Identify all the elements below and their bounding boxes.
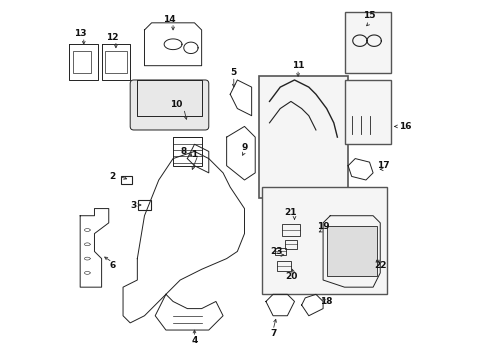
Bar — [262, 187, 386, 294]
Bar — [344, 12, 390, 73]
Bar — [326, 226, 376, 276]
Text: 4: 4 — [191, 336, 197, 345]
Text: 10: 10 — [170, 100, 183, 109]
Text: 12: 12 — [106, 33, 118, 42]
Bar — [344, 80, 390, 144]
Text: 22: 22 — [373, 261, 386, 270]
Text: 16: 16 — [398, 122, 411, 131]
FancyBboxPatch shape — [130, 80, 208, 130]
Text: 7: 7 — [269, 329, 276, 338]
Bar — [282, 224, 299, 236]
Bar — [173, 137, 201, 166]
Bar — [276, 261, 290, 271]
Bar — [73, 51, 91, 73]
Text: 13: 13 — [74, 29, 86, 38]
Text: 2: 2 — [109, 172, 115, 181]
Bar — [105, 51, 126, 73]
Text: 1: 1 — [191, 150, 197, 159]
Bar — [284, 240, 297, 249]
Text: 14: 14 — [163, 15, 176, 24]
Text: 8: 8 — [180, 147, 186, 156]
Text: 6: 6 — [109, 261, 115, 270]
Bar — [274, 248, 285, 255]
Text: 17: 17 — [377, 161, 389, 170]
Text: 3: 3 — [130, 201, 137, 210]
Text: 9: 9 — [241, 143, 247, 152]
Text: 23: 23 — [270, 247, 283, 256]
Text: 18: 18 — [320, 297, 332, 306]
Text: 20: 20 — [284, 272, 297, 281]
Bar — [258, 76, 347, 198]
Text: 5: 5 — [230, 68, 236, 77]
Text: 21: 21 — [284, 208, 297, 217]
Text: 15: 15 — [363, 11, 375, 20]
Text: 11: 11 — [291, 61, 304, 70]
Text: 19: 19 — [316, 222, 329, 231]
